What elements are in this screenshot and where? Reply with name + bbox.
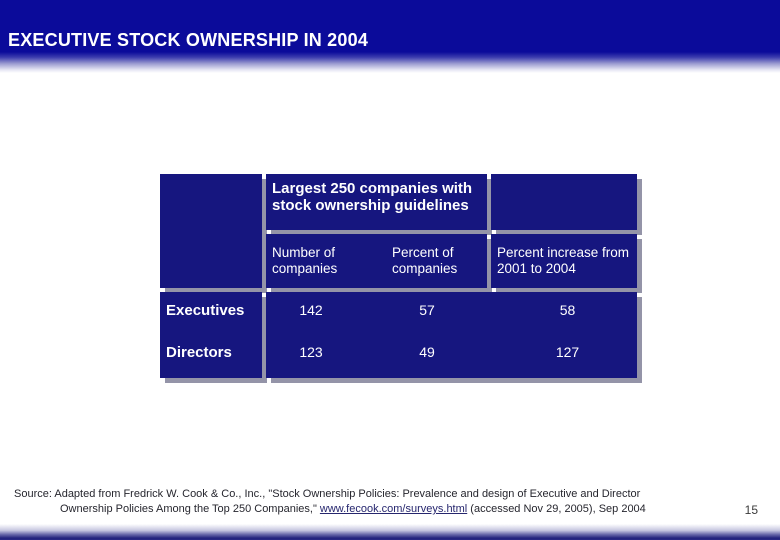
source-line-1: Source: Adapted from Fredrick W. Cook & … [14,488,641,500]
table-right-subheader-cell: Percent increase from 2001 to 2004 [491,234,637,288]
footer-bar [0,524,780,540]
table-row: 123 49 127 [266,344,637,360]
executives-number-of-companies: 142 [299,302,323,318]
column-header-percent-of-companies: Percent of companies [392,245,458,276]
source-line-2-suffix: (accessed Nov 29, 2005), Sep 2004 [467,503,646,515]
table-header-cell: Largest 250 companies with stock ownersh… [266,174,487,230]
table-row-labels-cell: Executives Directors [160,292,262,378]
row-label-directors: Directors [166,344,232,361]
source-line-2-prefix: Ownership Policies Among the Top 250 Com… [60,503,320,515]
column-header-percent-increase: Percent increase from 2001 to 2004 [497,245,630,276]
source-note: Source: Adapted from Fredrick W. Cook & … [14,487,730,517]
row-label-executives: Executives [166,302,245,319]
table-top-right-cell [491,174,637,230]
page-number: 15 [744,503,758,517]
directors-number-of-companies: 123 [299,344,323,360]
table-corner-cell [160,174,262,288]
slide-title: EXECUTIVE STOCK OWNERSHIP IN 2004 [8,30,369,50]
source-line-2: Ownership Policies Among the Top 250 Com… [14,502,730,517]
title-bar-gradient [0,52,780,73]
ownership-table: Largest 250 companies with stock ownersh… [160,174,642,384]
table-data-cell: 142 57 58 123 49 127 [266,292,637,378]
executives-percent-of-companies: 57 [419,302,435,318]
column-header-number-of-companies: Number of companies [272,245,338,276]
directors-percent-increase: 127 [555,344,580,360]
source-link[interactable]: www.fecook.com/surveys.html [319,503,468,515]
title-bar [0,0,780,52]
table-header-text: Largest 250 companies with stock ownersh… [272,180,473,214]
table-row: 142 57 58 [266,302,637,318]
table-subheader-cell: Number of companies Percent of companies [266,234,487,288]
executives-percent-increase: 58 [559,302,576,318]
directors-percent-of-companies: 49 [419,344,435,360]
